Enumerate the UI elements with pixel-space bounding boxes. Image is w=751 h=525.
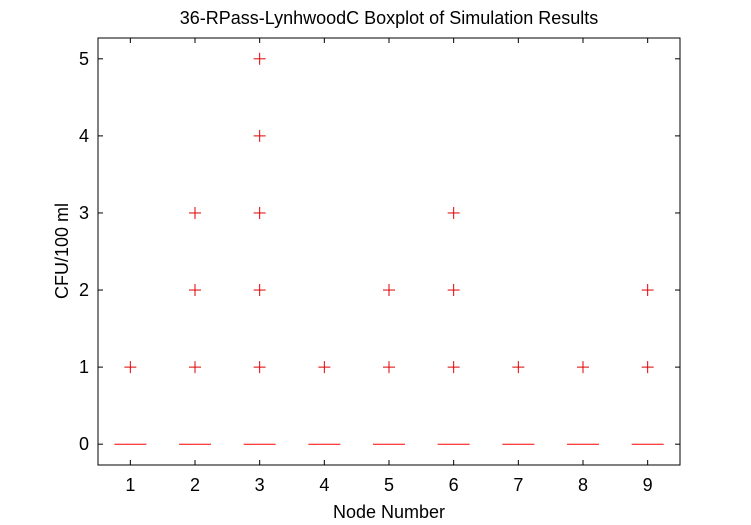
y-axis-label: CFU/100 ml — [52, 203, 72, 299]
x-tick-label: 5 — [384, 475, 394, 495]
y-tick-label: 1 — [79, 357, 89, 377]
x-tick-label: 1 — [125, 475, 135, 495]
x-tick-label: 4 — [319, 475, 329, 495]
y-tick-label: 0 — [79, 434, 89, 454]
x-tick-label: 3 — [255, 475, 265, 495]
x-tick-label: 6 — [449, 475, 459, 495]
chart-title: 36-RPass-LynhwoodC Boxplot of Simulation… — [180, 8, 599, 28]
plot-area: 0 1 2 3 4 5 1 2 3 4 5 6 7 8 9 — [79, 37, 681, 495]
y-tick-label: 5 — [79, 49, 89, 69]
y-tick-label: 2 — [79, 280, 89, 300]
x-tick-label: 8 — [578, 475, 588, 495]
x-tick-label: 9 — [643, 475, 653, 495]
x-tick-label: 2 — [190, 475, 200, 495]
y-tick-label: 3 — [79, 203, 89, 223]
y-tick-label: 4 — [79, 126, 89, 146]
plot-frame — [97, 37, 681, 466]
x-axis-label: Node Number — [333, 502, 445, 522]
x-tick-label: 7 — [513, 475, 523, 495]
